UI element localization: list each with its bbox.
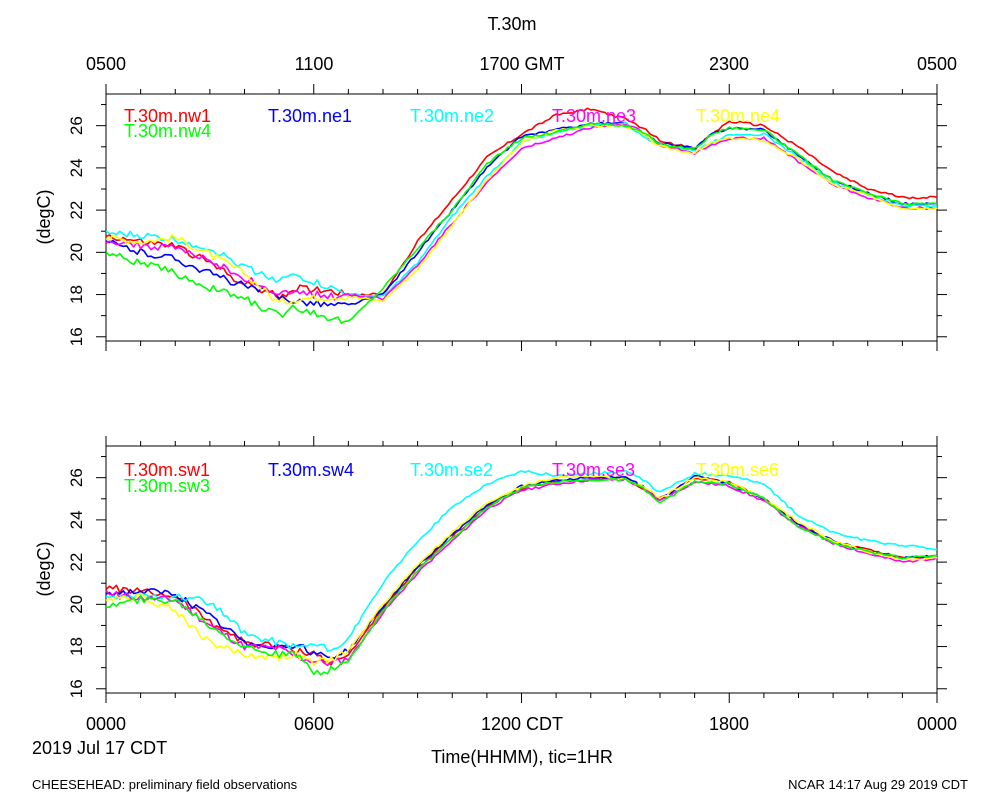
series-line-sw1 — [105, 476, 938, 666]
x-axis-label: Time(HHMM), tic=1HR — [431, 747, 613, 767]
top-tick-label: 1700 GMT — [479, 54, 564, 74]
top-axis-labels: 0500 1100 1700 GMT 2300 0500 — [86, 54, 957, 74]
chart-title: T.30m — [487, 14, 536, 34]
legend-label-se3: T.30m.se3 — [552, 460, 635, 480]
legend-label-ne3: T.30m.ne3 — [552, 106, 636, 126]
series-line-se2 — [105, 469, 938, 652]
series-line-ne4 — [105, 123, 938, 305]
y-tick-label: 26 — [67, 116, 86, 135]
bottom-axis-labels: 0000 0600 1200 CDT 1800 0000 — [86, 714, 957, 734]
bottom-tick-label: 1800 — [709, 714, 749, 734]
top-y-axis-label: (degC) — [34, 189, 54, 244]
bottom-tick-label: 0000 — [86, 714, 126, 734]
y-tick-label: 18 — [67, 285, 86, 304]
top-panel: (degC) 16 18 20 22 24 26 T.30m.nw1 T.30m.ne1 … — [34, 84, 947, 351]
bottom-legend: T.30m.sw1 T.30m.sw4 T.30m.se2 T.30m.se3 … — [124, 460, 779, 496]
legend-label-sw4: T.30m.sw4 — [268, 460, 354, 480]
series-line-ne3 — [105, 122, 938, 301]
y-tick-label: 20 — [67, 243, 86, 262]
y-tick-label: 18 — [67, 637, 86, 656]
legend-label-se6: T.30m.se6 — [696, 460, 779, 480]
bottom-tick-label: 0600 — [294, 714, 334, 734]
bottom-tick-label: 0000 — [917, 714, 957, 734]
y-tick-label: 26 — [67, 468, 86, 487]
y-tick-label: 24 — [67, 158, 86, 177]
legend-label-sw1: T.30m.sw1 — [124, 460, 210, 480]
top-plot-frame — [105, 93, 938, 342]
legend-label-nw4: T.30m.nw4 — [124, 121, 211, 141]
footer-left: CHEESEHEAD: preliminary field observatio… — [32, 777, 298, 792]
series-line-sw3 — [105, 477, 938, 676]
legend-label-ne4: T.30m.ne4 — [696, 106, 780, 126]
series-line-se6 — [105, 474, 938, 666]
bottom-plot-frame — [105, 445, 938, 694]
footer-right: NCAR 14:17 Aug 29 2019 CDT — [788, 777, 968, 792]
legend-label-ne1: T.30m.ne1 — [268, 106, 352, 126]
top-tick-label: 1100 — [295, 54, 334, 74]
top-tick-label: 0500 — [86, 54, 126, 74]
y-tick-label: 24 — [67, 510, 86, 529]
bottom-series-lines — [105, 469, 938, 676]
series-line-ne1 — [105, 121, 938, 308]
bottom-panel: (degC) 16 18 20 22 24 26 T.30m.sw1 T.30m.sw4 … — [34, 436, 947, 703]
legend-label-ne2: T.30m.ne2 — [410, 106, 494, 126]
bottom-axis-ticks: 16 18 20 22 24 26 — [67, 436, 947, 703]
bottom-tick-label: 1200 CDT — [481, 714, 563, 734]
y-tick-label: 16 — [67, 327, 86, 346]
y-tick-label: 22 — [67, 201, 86, 220]
series-line-sw4 — [105, 474, 938, 660]
top-legend: T.30m.nw1 T.30m.ne1 T.30m.ne2 T.30m.ne3 … — [124, 106, 780, 141]
legend-label-nw1: T.30m.nw1 — [124, 106, 211, 126]
y-tick-label: 20 — [67, 595, 86, 614]
y-tick-label: 22 — [67, 553, 86, 572]
date-label: 2019 Jul 17 CDT — [32, 738, 167, 758]
top-tick-label: 0500 — [917, 54, 957, 74]
legend-label-se2: T.30m.se2 — [410, 460, 493, 480]
legend-label-sw3: T.30m.sw3 — [124, 476, 210, 496]
top-axis-ticks: 16 18 20 22 24 26 — [67, 84, 947, 351]
top-series-lines — [105, 107, 938, 324]
y-tick-label: 16 — [67, 679, 86, 698]
top-tick-label: 2300 — [709, 54, 749, 74]
bottom-y-axis-label: (degC) — [34, 541, 54, 596]
series-line-nw4 — [105, 122, 938, 324]
series-line-se3 — [105, 477, 938, 667]
